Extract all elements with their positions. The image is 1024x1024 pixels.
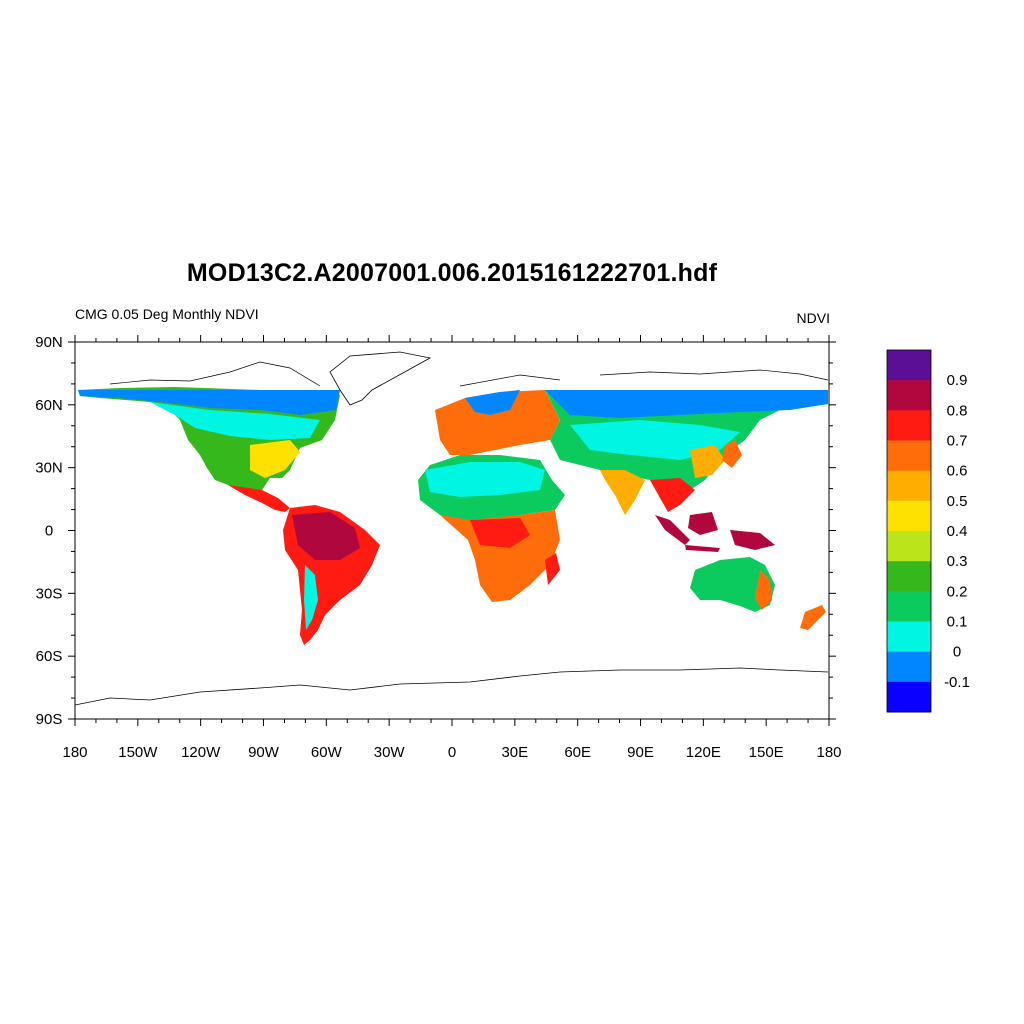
y-tick-labels: 90N 60N 30N 0 30S 60S 90S [35, 334, 63, 728]
colorbar-label: 0 [953, 644, 961, 661]
sahara [425, 462, 545, 497]
madagascar [545, 553, 560, 585]
x-tick-label: 180 [816, 744, 841, 761]
colorbar-swatch [887, 561, 931, 592]
colorbar-label: 0.8 [947, 402, 968, 419]
colorbar-swatch [887, 470, 931, 502]
australia-east-coast [755, 570, 772, 610]
x-tick-label: 150W [118, 744, 158, 761]
colorbar-swatch [887, 380, 931, 411]
north-america-boreal [150, 402, 320, 440]
siberia [545, 390, 828, 418]
colorbar-swatch [887, 681, 931, 713]
antarctica-outline [75, 667, 829, 706]
java [685, 545, 720, 552]
y-tick-label: 90S [36, 711, 63, 728]
x-tick-label: 90W [248, 744, 280, 761]
colorbar-label: 0.1 [947, 614, 968, 631]
y-tick-label: 30N [35, 460, 63, 477]
colorbar-swatch [887, 440, 931, 472]
colorbar-label: -0.1 [944, 674, 970, 691]
colorbar-label: 0.7 [947, 433, 968, 450]
central-america [228, 485, 290, 512]
north-america-tundra [78, 390, 340, 415]
x-tick-label: 120W [181, 744, 221, 761]
x-tick-label: 90E [627, 744, 654, 761]
page-title: MOD13C2.A2007001.006.2015161222701.hdf [186, 259, 718, 287]
colorbar-label: 0.2 [947, 583, 968, 600]
colorbar-swatch [887, 591, 931, 622]
y-tick-label: 60N [35, 397, 63, 414]
colorbar-swatch [887, 350, 931, 381]
colorbar-label: 0.9 [947, 372, 968, 389]
arctic-islands-outline [109, 361, 829, 387]
europe-landmass [435, 390, 560, 455]
australia-landmass [690, 557, 775, 612]
north-america-east [250, 440, 300, 478]
colorbar-swatch [887, 621, 931, 653]
y-tick-label: 0 [45, 523, 53, 540]
y-tick-label: 60S [36, 648, 63, 665]
colorbar: 0.9 0.8 0.7 0.6 0.5 0.4 0.3 0.2 0.1 0 -0.1 [886, 349, 970, 713]
colorbar-swatch [887, 500, 931, 532]
land-ndvi-layer [78, 351, 828, 645]
subtitle-left: CMG 0.05 Deg Monthly NDVI [75, 306, 259, 322]
x-tick-label: 0 [448, 744, 456, 761]
x-tick-label: 60E [564, 744, 591, 761]
colorbar-swatch [887, 531, 931, 562]
axis-ticks [68, 335, 836, 726]
india [600, 470, 645, 515]
new-zealand [800, 605, 826, 630]
colorbar-frame [886, 349, 932, 713]
new-guinea [730, 530, 775, 550]
colorbar-swatch [887, 651, 931, 683]
africa-south [440, 510, 560, 602]
colorbar-label: 0.3 [947, 553, 968, 570]
colorbar-label: 0.4 [947, 523, 968, 540]
colorbar-label: 0.6 [947, 463, 968, 480]
x-tick-label: 120E [686, 744, 721, 761]
andes-strip [304, 565, 318, 630]
y-tick-label: 30S [36, 585, 63, 602]
central-africa-forest [470, 518, 530, 548]
sumatra [655, 515, 690, 545]
japan [722, 440, 742, 468]
colorbar-label: 0.5 [947, 493, 968, 510]
borneo [688, 512, 718, 535]
east-china [690, 445, 725, 478]
x-tick-label: 30W [374, 744, 406, 761]
x-tick-labels: 180 150W 120W 90W 60W 30W 0 30E 60E 90E 120E 150E 18… [62, 744, 841, 761]
x-tick-label: 30E [501, 744, 528, 761]
greenland-outline [329, 351, 432, 406]
subtitle-right: NDVI [796, 310, 830, 326]
southeast-asia [650, 478, 695, 512]
scandinavia [465, 390, 520, 415]
colorbar-swatch [887, 410, 931, 441]
x-tick-label: 180 [62, 744, 87, 761]
x-tick-label: 60W [311, 744, 343, 761]
x-tick-label: 150E [749, 744, 784, 761]
amazon-rainforest [292, 512, 360, 560]
y-tick-label: 90N [35, 334, 63, 351]
